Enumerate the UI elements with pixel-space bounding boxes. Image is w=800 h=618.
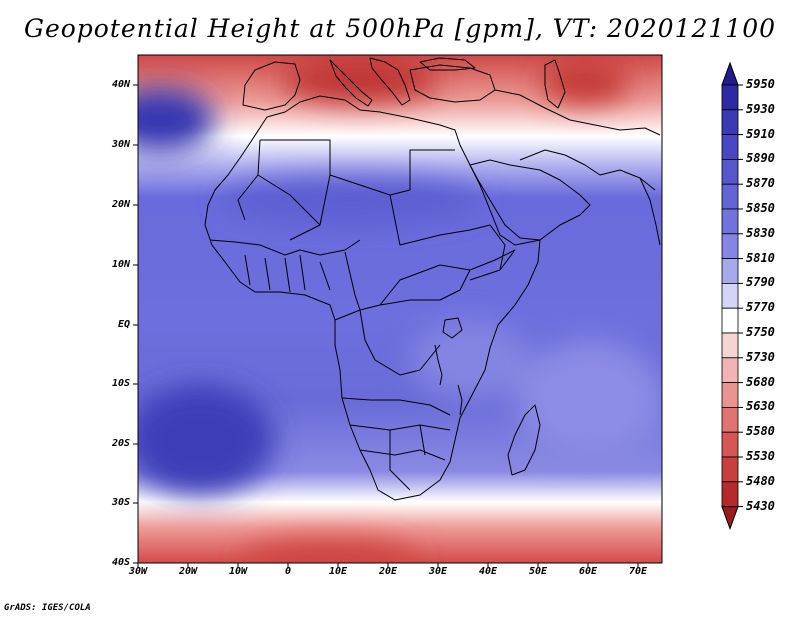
colorbar-top-arrow — [721, 61, 739, 86]
lon-label-70e: 70E — [628, 566, 648, 577]
colorbar-label: 5810 — [746, 250, 775, 265]
colorbar-swatch — [721, 431, 739, 458]
colorbar-label: 5430 — [746, 498, 775, 513]
colorbar-swatch — [721, 332, 739, 359]
india-coast — [639, 177, 661, 246]
lat-label-20n: 20N — [111, 199, 130, 210]
horn-of-africa-borders — [469, 224, 516, 281]
geopotential-field — [138, 55, 662, 563]
colorbar-swatch — [721, 158, 739, 185]
southern-africa-borders — [341, 397, 451, 491]
coastlines-and-borders — [204, 57, 661, 501]
lon-ticks — [137, 563, 639, 568]
central-africa-borders — [334, 249, 516, 376]
colorbar-label: 5770 — [746, 300, 775, 315]
colorbar-label: 5830 — [746, 225, 775, 240]
colorbar-label: 5790 — [746, 275, 775, 290]
west-africa-borders — [209, 239, 361, 296]
lon-label-10e: 10E — [328, 566, 348, 577]
balkans-greece — [369, 57, 411, 106]
colorbar-swatch — [721, 456, 739, 483]
lon-label-20w: 20W — [178, 566, 198, 577]
colorbar-swatch — [721, 134, 739, 160]
lake-tanganyika — [434, 344, 443, 386]
lon-label-50e: 50E — [528, 566, 548, 577]
colorbar-label: 5950 — [746, 77, 775, 91]
grads-credit: GrADS: IGES/COLA — [4, 603, 91, 613]
colorbar-swatch — [721, 109, 739, 136]
lon-label-40e: 40E — [478, 566, 498, 577]
colorbar-swatch — [721, 382, 739, 408]
italy — [329, 59, 373, 107]
colorbar-label: 5850 — [746, 201, 775, 215]
caspian-trough — [540, 60, 630, 104]
colorbar-swatch — [721, 84, 739, 111]
africa-coastline — [204, 95, 541, 501]
lon-label-30w: 30W — [128, 566, 148, 577]
lat-label-30n: 30N — [111, 139, 130, 150]
colorbar-swatch — [721, 406, 739, 433]
colorbar-swatch — [721, 307, 739, 334]
plot-frame — [137, 54, 663, 564]
lat-label-10n: 10N — [111, 259, 130, 270]
atlantic-high-south — [138, 385, 275, 495]
lat-label-40s: 40S — [111, 557, 130, 568]
lat-label-20s: 20S — [111, 438, 130, 449]
south-atlantic-trough — [240, 540, 420, 563]
colorbar-label: 5530 — [746, 449, 775, 463]
caspian-sea — [544, 59, 566, 109]
colorbar-swatch — [721, 481, 739, 507]
colorbar-label: 5930 — [746, 101, 775, 116]
iran-outline — [494, 89, 661, 136]
persian-gulf-iran — [519, 149, 656, 191]
colorbar-label: 5890 — [746, 151, 775, 166]
atlantic-high-north — [138, 88, 215, 152]
arabian-peninsula — [469, 159, 591, 241]
mediterranean-trough — [280, 58, 440, 102]
map-title: Geopotential Height at 500hPa [gpm], VT:… — [23, 14, 777, 43]
lat-label-10s: 10S — [111, 378, 130, 389]
colorbar-swatch — [721, 183, 739, 210]
colorbar-swatch — [721, 357, 739, 383]
colorbar-bottom-arrow — [721, 506, 739, 531]
east-africa-pale — [410, 320, 530, 400]
colorbar-label: 5910 — [746, 126, 775, 141]
colorbar-swatch — [721, 282, 739, 309]
lat-label-40n: 40N — [111, 79, 130, 90]
lon-label-0: 0 — [284, 566, 292, 577]
lake-victoria — [442, 317, 463, 339]
colorbar-swatch — [721, 233, 739, 260]
colorbar-label: 5630 — [746, 399, 775, 414]
lat-label-eq: EQ — [117, 319, 130, 330]
lake-malawi — [457, 384, 463, 416]
colorbar-swatch — [721, 258, 739, 284]
colorbar-swatch — [721, 208, 739, 235]
lon-label-30e: 30E — [428, 566, 448, 577]
lat-label-30s: 30S — [111, 497, 130, 508]
indian-ocean-pale — [515, 340, 662, 460]
colorbar — [721, 61, 743, 531]
lon-label-20e: 20E — [378, 566, 398, 577]
lat-ticks — [133, 84, 138, 564]
colorbar-label: 5870 — [746, 176, 775, 191]
black-sea — [419, 57, 476, 71]
colorbar-label: 5730 — [746, 349, 775, 364]
iberia — [242, 61, 301, 111]
lon-label-60e: 60E — [578, 566, 598, 577]
colorbar-label: 5580 — [746, 424, 775, 439]
anatolia — [409, 64, 496, 103]
sahara-ridge — [220, 178, 480, 222]
lon-label-10w: 10W — [228, 566, 248, 577]
colorbar-label: 5750 — [746, 325, 775, 339]
madagascar — [507, 404, 541, 476]
colorbar-label: 5680 — [746, 374, 775, 389]
sahara-borders — [237, 139, 471, 246]
colorbar-label: 5480 — [746, 473, 775, 488]
